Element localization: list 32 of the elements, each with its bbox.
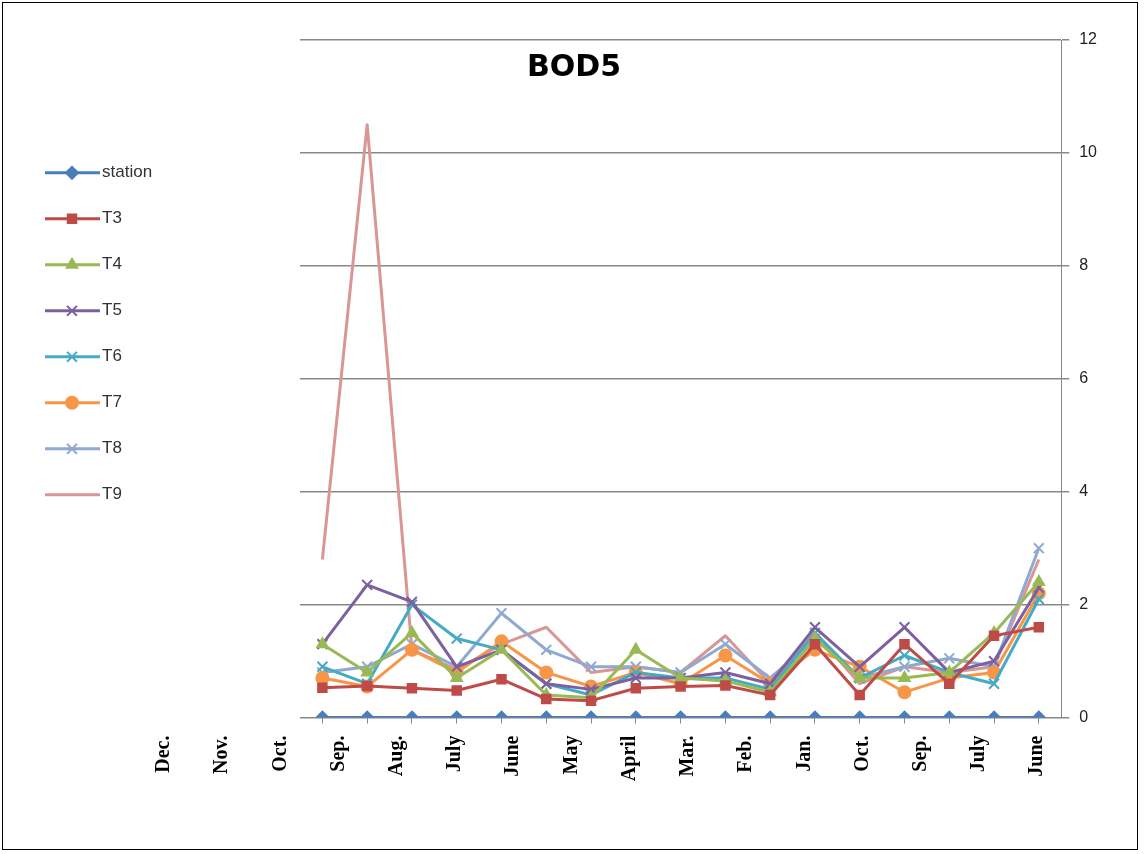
legend-label: T6 (102, 346, 122, 366)
text: Sep. (907, 735, 931, 772)
text: Oct. (267, 735, 290, 772)
text: Mar. (675, 735, 698, 777)
text: Dec. (151, 735, 174, 773)
text: April (616, 735, 640, 782)
legend-label: T9 (102, 484, 122, 504)
text: Nov. (209, 735, 232, 774)
text: Feb. (733, 735, 756, 773)
y-tick-label: 12 (1079, 30, 1098, 48)
y-tick-label: 0 (1079, 708, 1089, 726)
text: Oct. (849, 735, 872, 772)
text: Sep. (325, 735, 349, 772)
legend-label: T3 (102, 208, 122, 228)
text: July (442, 735, 466, 773)
legend-label: station (102, 162, 153, 182)
y-tick-label: 8 (1079, 256, 1089, 274)
legend-label: T5 (102, 300, 122, 320)
text: May (558, 735, 582, 775)
legend-label: T8 (102, 438, 122, 458)
text: June (1024, 735, 1047, 777)
y-tick-label: 10 (1079, 143, 1098, 161)
legend-label: T4 (102, 254, 122, 274)
y-tick-label: 4 (1079, 482, 1089, 500)
text: June (500, 735, 523, 777)
y-tick-label: 2 (1079, 595, 1089, 613)
legend-label: T7 (102, 392, 122, 412)
text: Aug. (384, 735, 408, 777)
text: Jan. (791, 735, 814, 772)
chart-title: BOD5 (526, 47, 622, 83)
text: July (966, 735, 990, 773)
y-tick-label: 6 (1079, 369, 1089, 387)
